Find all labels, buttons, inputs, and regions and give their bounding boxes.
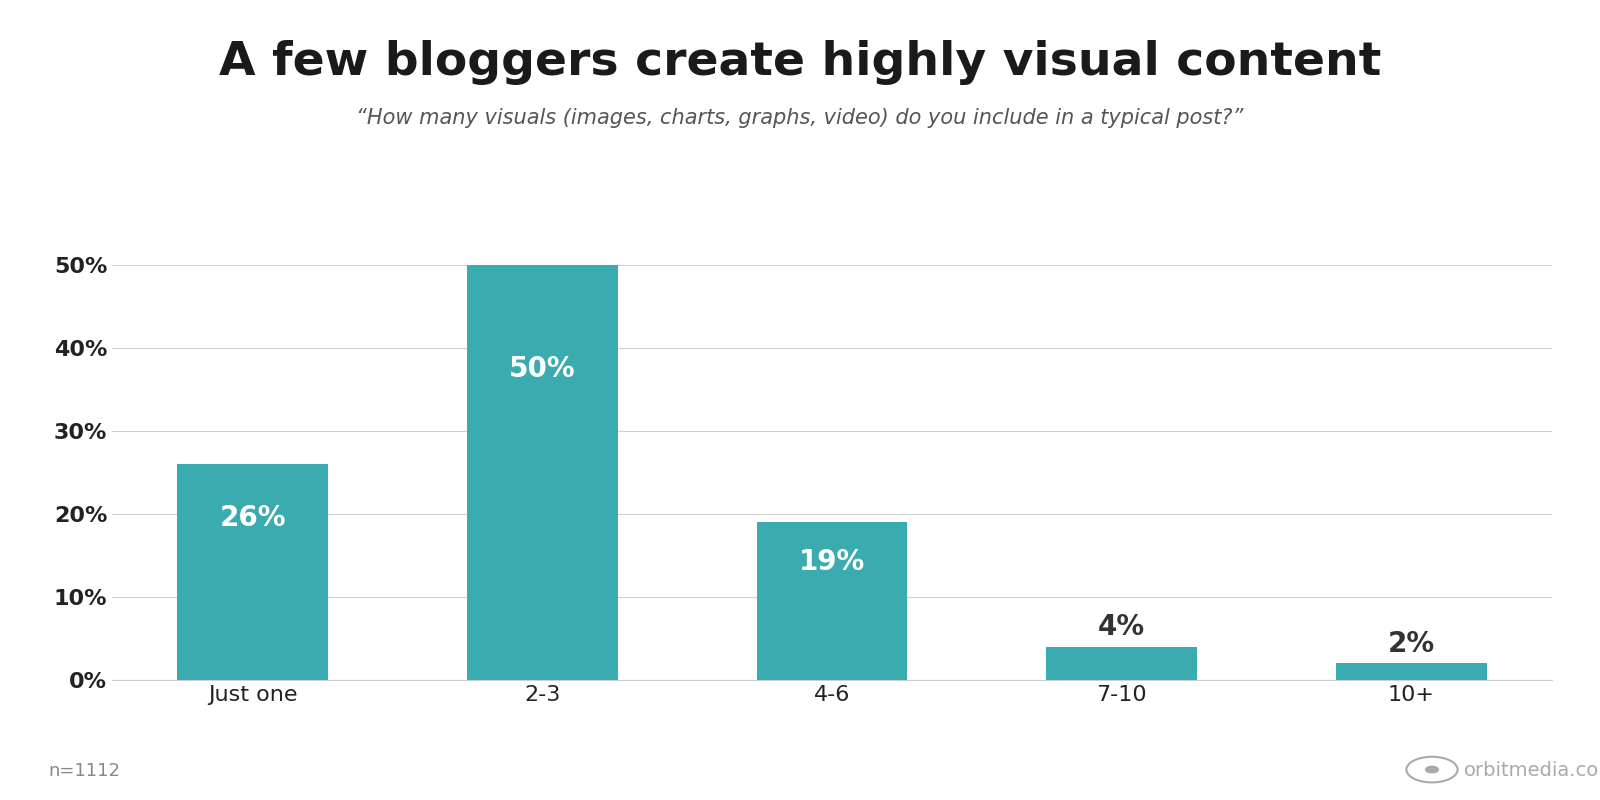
Bar	[467, 266, 618, 680]
Bar	[178, 465, 328, 680]
Text: 19%: 19%	[798, 548, 866, 576]
Bar	[1046, 647, 1197, 680]
Bar	[757, 522, 907, 680]
Text: 4%: 4%	[1098, 613, 1146, 641]
Text: orbitmedia.com: orbitmedia.com	[1464, 761, 1600, 780]
Bar	[1336, 663, 1486, 680]
Text: 26%: 26%	[219, 504, 286, 532]
Text: 2%: 2%	[1387, 630, 1435, 658]
Text: A few bloggers create highly visual content: A few bloggers create highly visual cont…	[219, 40, 1381, 85]
Text: 50%: 50%	[509, 355, 576, 383]
Text: “How many visuals (images, charts, graphs, video) do you include in a typical po: “How many visuals (images, charts, graph…	[357, 108, 1243, 128]
Text: n=1112: n=1112	[48, 762, 120, 780]
